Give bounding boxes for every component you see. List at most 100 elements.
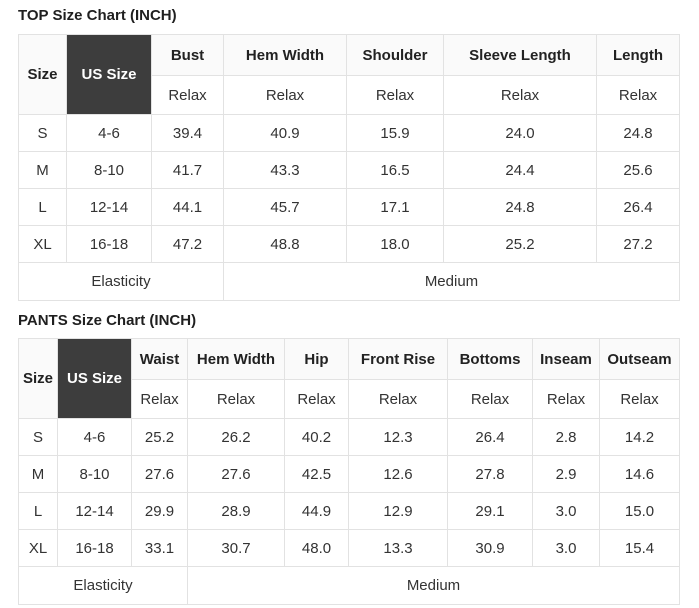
measure-header-cell: Hem Width [223,34,347,76]
value-cell: 2.9 [532,455,600,493]
us-size-header-cell: US Size [66,34,152,115]
value-cell: 45.7 [223,188,347,226]
measure-header-cell: Hem Width [187,338,285,380]
value-cell: 27.8 [447,455,533,493]
value-cell: 14.2 [599,418,680,456]
value-cell: 15.4 [599,529,680,567]
value-cell: 40.9 [223,114,347,152]
table-row: XL 16-18 33.1 30.7 48.0 13.3 30.9 3.0 15.4 [18,529,680,567]
fit-cell: Relax [223,75,347,115]
value-cell: 48.8 [223,225,347,263]
size-cell: S [18,418,58,456]
value-cell: 24.8 [596,114,680,152]
value-cell: 44.1 [151,188,224,226]
us-size-cell: 12-14 [66,188,152,226]
us-size-cell: 4-6 [66,114,152,152]
value-cell: 3.0 [532,529,600,567]
table-row: L 12-14 29.9 28.9 44.9 12.9 29.1 3.0 15.0 [18,492,680,530]
measure-header-cell: Shoulder [346,34,444,76]
size-cell: L [18,492,58,530]
us-size-cell: 4-6 [57,418,132,456]
value-cell: 26.4 [447,418,533,456]
table-row: M 8-10 41.7 43.3 16.5 24.4 25.6 [18,151,680,189]
value-cell: 18.0 [346,225,444,263]
elasticity-label-cell: Elasticity [18,566,188,605]
measure-header-cell: Length [596,34,680,76]
measure-header-cell: Hip [284,338,349,380]
measure-header-cell: Outseam [599,338,680,380]
value-cell: 33.1 [131,529,188,567]
fit-cell: Relax [187,379,285,419]
value-cell: 2.8 [532,418,600,456]
value-cell: 24.8 [443,188,597,226]
elasticity-value-cell: Medium [187,566,680,605]
measure-header-cell: Inseam [532,338,600,380]
measure-header-cell: Bottoms [447,338,533,380]
fit-cell: Relax [443,75,597,115]
value-cell: 39.4 [151,114,224,152]
fit-cell: Relax [532,379,600,419]
table-row: M 8-10 27.6 27.6 42.5 12.6 27.8 2.9 14.6 [18,455,680,493]
size-cell: M [18,455,58,493]
fit-cell: Relax [346,75,444,115]
fit-cell: Relax [447,379,533,419]
value-cell: 15.9 [346,114,444,152]
us-size-cell: 16-18 [66,225,152,263]
value-cell: 40.2 [284,418,349,456]
value-cell: 30.9 [447,529,533,567]
value-cell: 47.2 [151,225,224,263]
elasticity-value-cell: Medium [223,262,680,301]
us-size-cell: 8-10 [57,455,132,493]
fit-cell: Relax [596,75,680,115]
size-cell: XL [18,529,58,567]
value-cell: 3.0 [532,492,600,530]
table-row: S 4-6 25.2 26.2 40.2 12.3 26.4 2.8 14.2 [18,418,680,456]
value-cell: 25.2 [131,418,188,456]
value-cell: 17.1 [346,188,444,226]
us-size-cell: 8-10 [66,151,152,189]
size-cell: L [18,188,67,226]
fit-cell: Relax [131,379,188,419]
value-cell: 29.1 [447,492,533,530]
top-size-chart-table: Size US Size Bust Hem Width Shoulder Sleeve L… [18,34,680,301]
size-cell: S [18,114,67,152]
fit-cell: Relax [151,75,224,115]
elasticity-label-cell: Elasticity [18,262,224,301]
table-row: XL 16-18 47.2 48.8 18.0 25.2 27.2 [18,225,680,263]
us-size-header-cell: US Size [57,338,132,419]
value-cell: 12.6 [348,455,448,493]
measure-header-cell: Bust [151,34,224,76]
value-cell: 12.3 [348,418,448,456]
value-cell: 25.2 [443,225,597,263]
table-row: L 12-14 44.1 45.7 17.1 24.8 26.4 [18,188,680,226]
fit-cell: Relax [348,379,448,419]
pants-size-chart-table: Size US Size Waist Hem Width Hip Front Rise Bo… [18,338,680,605]
us-size-cell: 16-18 [57,529,132,567]
value-cell: 15.0 [599,492,680,530]
value-cell: 26.2 [187,418,285,456]
fit-cell: Relax [599,379,680,419]
value-cell: 44.9 [284,492,349,530]
pants-size-chart-title: PANTS Size Chart (INCH) [18,312,197,329]
top-size-chart-title: TOP Size Chart (INCH) [18,7,177,24]
value-cell: 13.3 [348,529,448,567]
value-cell: 27.2 [596,225,680,263]
table-row: S 4-6 39.4 40.9 15.9 24.0 24.8 [18,114,680,152]
value-cell: 28.9 [187,492,285,530]
measure-header-cell: Sleeve Length [443,34,597,76]
value-cell: 41.7 [151,151,224,189]
value-cell: 27.6 [131,455,188,493]
value-cell: 14.6 [599,455,680,493]
value-cell: 29.9 [131,492,188,530]
value-cell: 12.9 [348,492,448,530]
size-cell: M [18,151,67,189]
value-cell: 26.4 [596,188,680,226]
measure-header-cell: Waist [131,338,188,380]
value-cell: 16.5 [346,151,444,189]
value-cell: 25.6 [596,151,680,189]
value-cell: 43.3 [223,151,347,189]
value-cell: 27.6 [187,455,285,493]
value-cell: 24.0 [443,114,597,152]
value-cell: 42.5 [284,455,349,493]
